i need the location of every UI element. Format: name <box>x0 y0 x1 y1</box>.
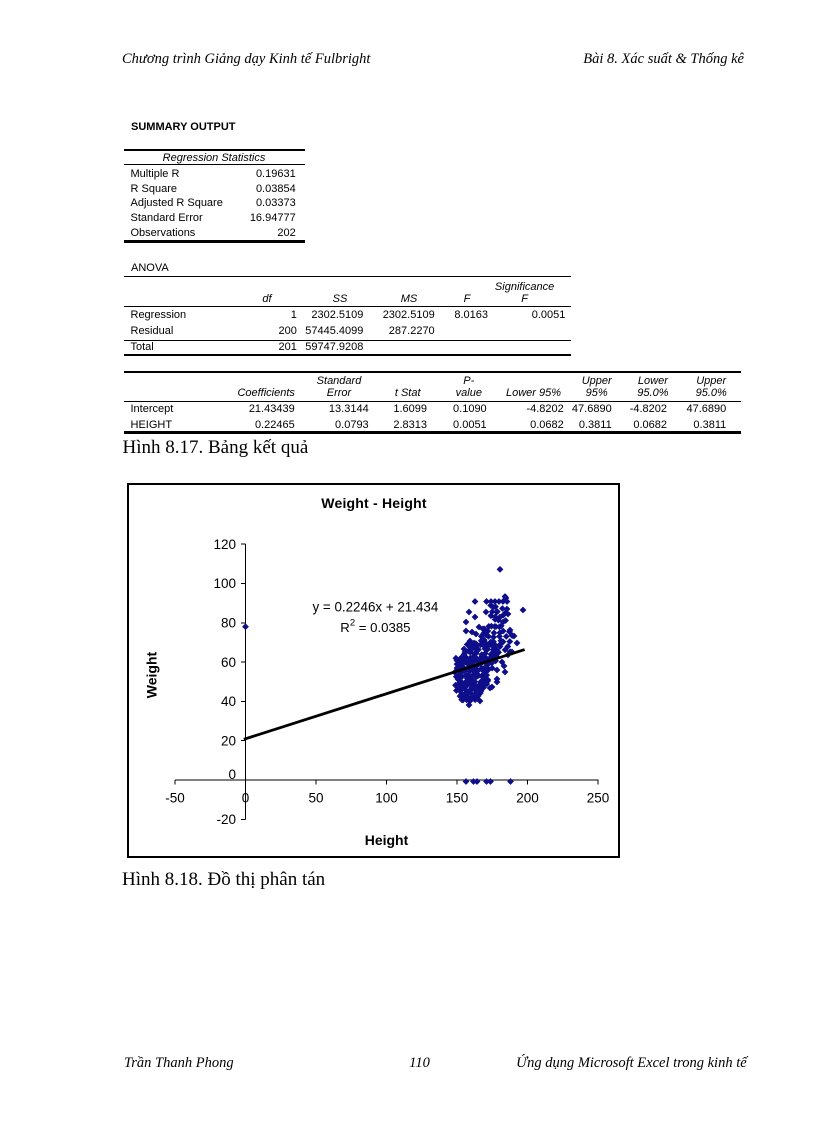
svg-text:200: 200 <box>516 790 539 805</box>
svg-text:20: 20 <box>221 733 236 748</box>
svg-text:150: 150 <box>446 790 469 805</box>
svg-text:-20: -20 <box>216 812 236 827</box>
svg-text:60: 60 <box>221 655 236 670</box>
svg-text:0: 0 <box>228 767 236 782</box>
svg-text:50: 50 <box>308 790 323 805</box>
svg-text:250: 250 <box>587 790 610 805</box>
svg-text:80: 80 <box>221 616 236 631</box>
svg-text:Weight: Weight <box>144 651 160 698</box>
svg-text:y = 0.2246x + 21.434: y = 0.2246x + 21.434 <box>312 600 438 615</box>
svg-text:100: 100 <box>375 790 398 805</box>
svg-text:R2 = 0.0385: R2 = 0.0385 <box>340 618 410 635</box>
svg-text:0: 0 <box>242 790 250 805</box>
svg-text:120: 120 <box>213 537 236 552</box>
svg-text:Height: Height <box>365 832 409 848</box>
svg-text:100: 100 <box>213 576 236 591</box>
svg-text:40: 40 <box>221 694 236 709</box>
svg-text:Weight - Height: Weight - Height <box>321 495 427 511</box>
svg-text:-50: -50 <box>165 790 185 805</box>
